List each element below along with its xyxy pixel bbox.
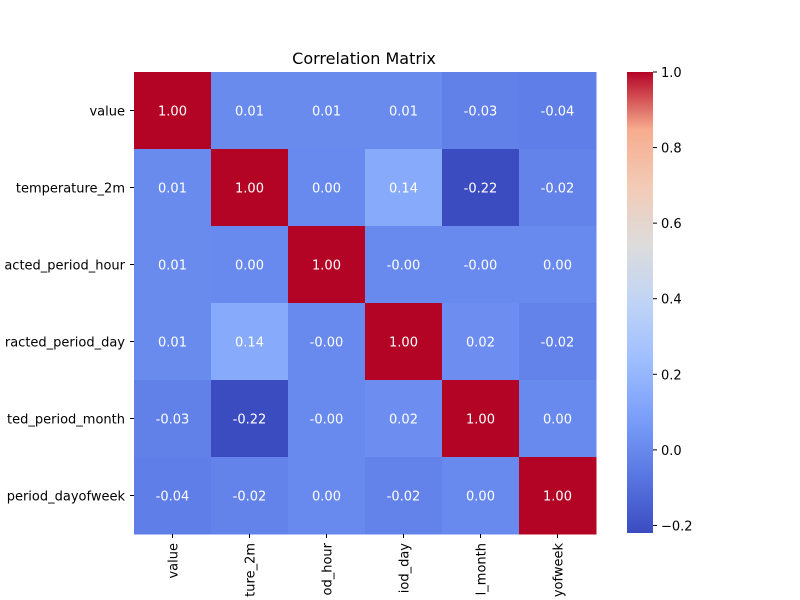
heatmap-cell bbox=[365, 226, 443, 304]
heatmap-cell bbox=[211, 380, 289, 458]
heatmap-cell bbox=[442, 226, 520, 304]
heatmap-cell bbox=[134, 380, 212, 458]
heatmap-cell bbox=[288, 226, 366, 304]
heatmap-cell bbox=[442, 72, 520, 150]
x-tick-label: yofweek bbox=[552, 543, 567, 598]
cell-annotation: 0.02 bbox=[466, 336, 495, 351]
x-tick-label: iod_day bbox=[398, 543, 413, 594]
cell-annotation: 0.00 bbox=[235, 259, 264, 274]
colorbar-tick-label: −0.2 bbox=[661, 519, 693, 534]
heatmap-cell bbox=[288, 457, 366, 535]
cell-annotation: -0.02 bbox=[233, 490, 267, 505]
cell-annotation: -0.03 bbox=[156, 413, 190, 428]
cell-annotation: -0.03 bbox=[464, 105, 498, 120]
y-tick-label: ted_period_month bbox=[7, 413, 125, 428]
x-tick-label: ture_2m bbox=[244, 543, 259, 597]
cell-annotation: 1.00 bbox=[543, 490, 572, 505]
cell-annotation: -0.22 bbox=[233, 413, 267, 428]
heatmap-cell bbox=[288, 303, 366, 381]
cell-annotation: -0.02 bbox=[541, 182, 575, 197]
heatmap-cell bbox=[211, 303, 289, 381]
y-axis: value temperature_2m acted_period_hourract… bbox=[4, 105, 134, 505]
y-tick-label: value bbox=[89, 105, 125, 120]
cell-annotation: 0.01 bbox=[158, 336, 187, 351]
cell-annotation: 0.02 bbox=[389, 413, 418, 428]
heatmap-cell bbox=[211, 72, 289, 150]
x-tick-label: od_hour bbox=[321, 542, 336, 595]
heatmap-cell bbox=[288, 72, 366, 150]
heatmap-cell bbox=[519, 226, 597, 304]
colorbar-tick-label: 0.8 bbox=[661, 142, 682, 157]
heatmap-cell bbox=[365, 303, 443, 381]
heatmap-cell bbox=[134, 226, 212, 304]
heatmap-cell bbox=[211, 149, 289, 227]
heatmap-cell bbox=[134, 303, 212, 381]
heatmap-cell bbox=[134, 149, 212, 227]
cell-annotation: 1.00 bbox=[158, 105, 187, 120]
cell-annotation: 0.00 bbox=[543, 413, 572, 428]
colorbar-tick-label: 0.2 bbox=[661, 368, 682, 383]
heatmap-annotations: 1.00 0.01 0.01 0.01 -0.03 -0.04 0.01 1.00 0.00 0.… bbox=[156, 105, 575, 505]
colorbar: 1.0 0.8 0.6 0.4 0.2 0.0 −0.2 bbox=[627, 66, 693, 534]
cell-annotation: 0.01 bbox=[158, 182, 187, 197]
colorbar-tick-label: 1.0 bbox=[661, 66, 682, 81]
heatmap-cell bbox=[519, 303, 597, 381]
cell-annotation: -0.02 bbox=[387, 490, 421, 505]
heatmap-cell bbox=[134, 72, 212, 150]
y-tick-label: acted_period_hour bbox=[4, 259, 125, 274]
cell-annotation: 0.01 bbox=[158, 259, 187, 274]
heatmap-cell bbox=[519, 149, 597, 227]
cell-annotation: 0.00 bbox=[312, 490, 341, 505]
x-tick-label: value bbox=[167, 543, 182, 579]
y-tick-label: period_dayofweek bbox=[7, 490, 126, 505]
cell-annotation: 0.00 bbox=[466, 490, 495, 505]
cell-annotation: -0.02 bbox=[541, 336, 575, 351]
cell-annotation: -0.04 bbox=[156, 490, 190, 505]
heatmap-cell bbox=[365, 149, 443, 227]
heatmap-cell bbox=[442, 380, 520, 458]
cell-annotation: 1.00 bbox=[312, 259, 341, 274]
heatmap-cell bbox=[519, 72, 597, 150]
heatmap-cell bbox=[442, 457, 520, 535]
heatmap-cell bbox=[519, 457, 597, 535]
heatmap-cell bbox=[442, 149, 520, 227]
cell-annotation: -0.04 bbox=[541, 105, 575, 120]
cell-annotation: 0.00 bbox=[543, 259, 572, 274]
cell-annotation: 1.00 bbox=[466, 413, 495, 428]
heatmap-cell bbox=[365, 457, 443, 535]
colorbar-tick-label: 0.0 bbox=[661, 444, 682, 459]
y-tick-label: temperature_2m bbox=[16, 182, 125, 197]
cell-annotation: -0.00 bbox=[464, 259, 498, 274]
cell-annotation: -0.00 bbox=[310, 336, 344, 351]
heatmap-cell bbox=[365, 72, 443, 150]
cell-annotation: 1.00 bbox=[389, 336, 418, 351]
cell-annotation: 0.14 bbox=[389, 182, 418, 197]
cell-annotation: 0.14 bbox=[235, 336, 264, 351]
x-tick-label: l_month bbox=[475, 543, 490, 595]
cell-annotation: 1.00 bbox=[235, 182, 264, 197]
heatmap-cells bbox=[134, 72, 597, 535]
heatmap-cell bbox=[365, 380, 443, 458]
y-tick-label: racted_period_day bbox=[5, 336, 125, 351]
cell-annotation: 0.01 bbox=[312, 105, 341, 120]
heatmap-cell bbox=[288, 149, 366, 227]
x-axis: value ture_2m od_hour iod_day l_month yofweek bbox=[167, 534, 567, 597]
cell-annotation: 0.00 bbox=[312, 182, 341, 197]
heatmap-cell bbox=[211, 457, 289, 535]
cell-annotation: -0.00 bbox=[310, 413, 344, 428]
chart-title: Correlation Matrix bbox=[292, 49, 436, 68]
cell-annotation: -0.22 bbox=[464, 182, 498, 197]
heatmap-cell bbox=[442, 303, 520, 381]
colorbar-gradient bbox=[627, 72, 653, 533]
heatmap-cell bbox=[211, 226, 289, 304]
heatmap-cell bbox=[519, 380, 597, 458]
heatmap-cell bbox=[288, 380, 366, 458]
cell-annotation: 0.01 bbox=[235, 105, 264, 120]
colorbar-tick-label: 0.4 bbox=[661, 293, 682, 308]
heatmap-cell bbox=[134, 457, 212, 535]
colorbar-tick-label: 0.6 bbox=[661, 217, 682, 232]
cell-annotation: -0.00 bbox=[387, 259, 421, 274]
cell-annotation: 0.01 bbox=[389, 105, 418, 120]
